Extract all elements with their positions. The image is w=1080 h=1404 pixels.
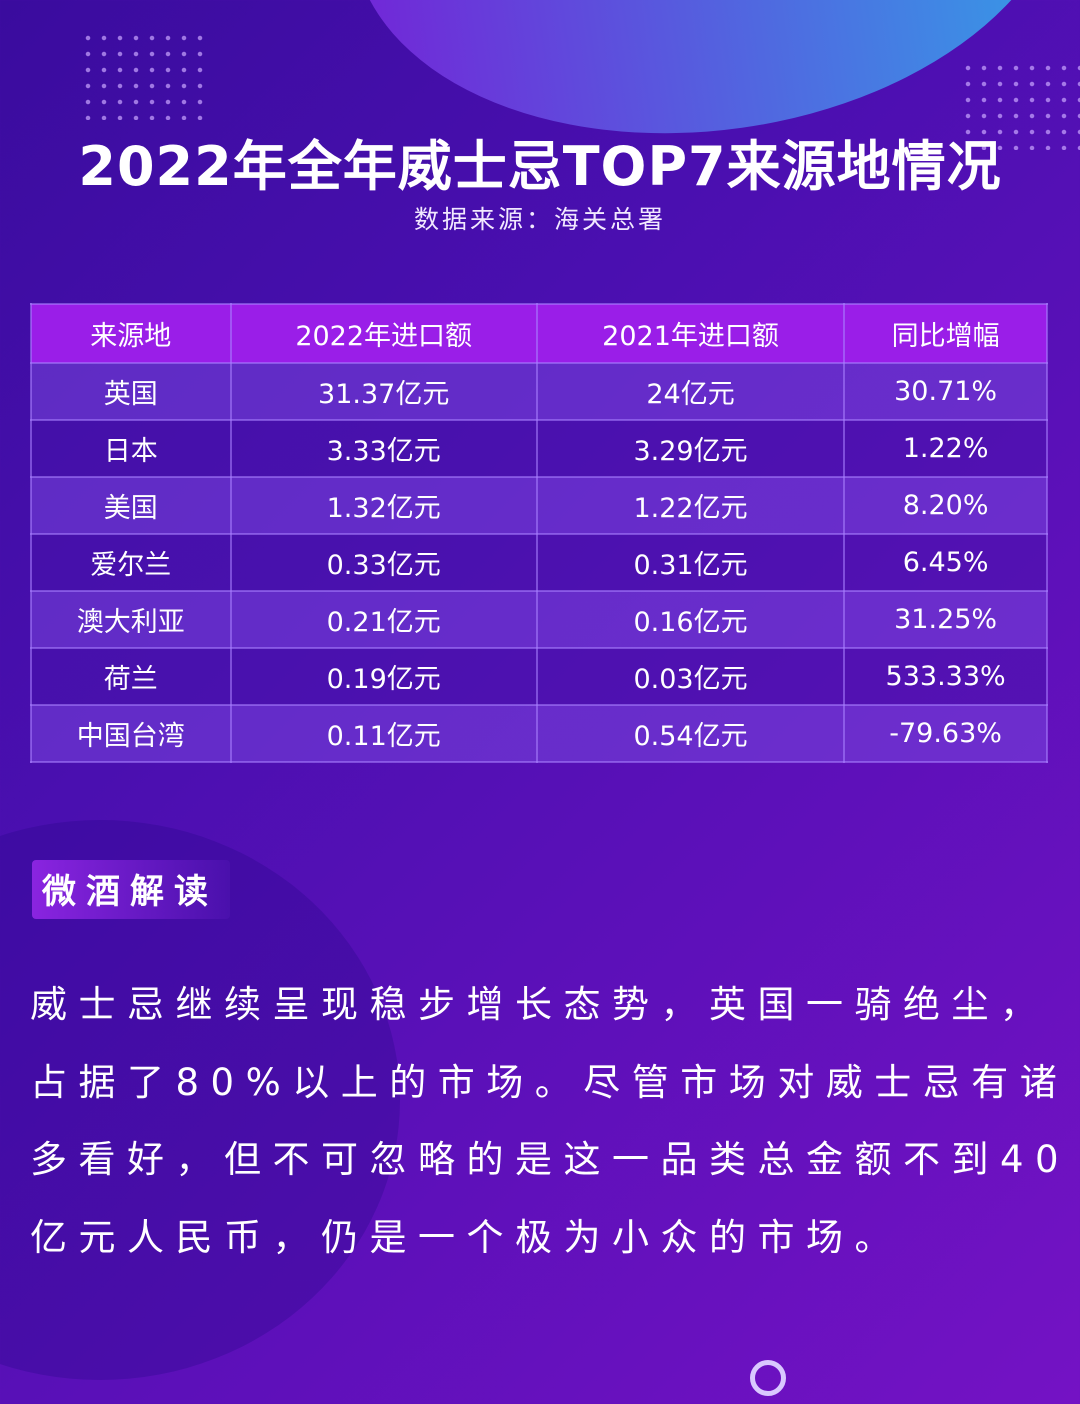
table-cell: 荷兰 (30, 647, 232, 706)
decorative-dots (960, 60, 1080, 150)
page-title: 2022年全年威士忌TOP7来源地情况 (78, 135, 1002, 198)
table-cell: 0.11亿元 (229, 704, 538, 763)
table-cell: 0.31亿元 (535, 533, 846, 592)
table-cell: 1.22% (843, 419, 1048, 478)
table-cell: 0.03亿元 (535, 647, 846, 706)
table-cell: 31.37亿元 (229, 362, 538, 421)
paragraph-line: 多看好，但不可忽略的是这一品类总金额不到40 (30, 1138, 1071, 1181)
decorative-dots (80, 30, 210, 120)
table-cell: 6.45% (843, 533, 1048, 592)
table-cell: 533.33% (843, 647, 1048, 706)
table-cell: 24亿元 (535, 362, 846, 421)
table-cell: 0.21亿元 (229, 590, 538, 649)
decorative-ring (750, 1360, 786, 1396)
table-header-row: 来源地 2022年进口额 2021年进口额 同比增幅 (30, 303, 1048, 364)
import-table: 来源地 2022年进口额 2021年进口额 同比增幅 英国 31.37亿元 24亿元 30.… (30, 303, 1048, 763)
paragraph-line: 占据了80%以上的市场。尽管市场对威士忌有诸 (30, 1060, 1069, 1104)
section-tag: 微酒解读 (32, 860, 230, 919)
table-cell: 0.16亿元 (535, 590, 846, 649)
table-row: 荷兰 0.19亿元 0.03亿元 533.33% (30, 647, 1048, 706)
table-cell: 1.32亿元 (229, 476, 538, 535)
data-source: 数据来源：海关总署 (413, 205, 666, 234)
column-header: 来源地 (30, 303, 232, 364)
table-cell: 0.33亿元 (229, 533, 538, 592)
column-header: 2021年进口额 (535, 303, 846, 364)
table-cell: 31.25% (843, 590, 1048, 649)
column-header: 同比增幅 (843, 303, 1048, 364)
table-row: 日本 3.33亿元 3.29亿元 1.22% (30, 419, 1048, 478)
table-cell: 中国台湾 (30, 704, 232, 763)
analysis-paragraph: 威士忌继续呈现稳步增长态势，英国一骑绝尘， 占据了80%以上的市场。尽管市场对威士… (30, 975, 1060, 1285)
table-row: 中国台湾 0.11亿元 0.54亿元 -79.63% (30, 704, 1048, 763)
table-cell: 0.19亿元 (229, 647, 538, 706)
table-cell: 1.22亿元 (535, 476, 846, 535)
table-cell: 8.20% (843, 476, 1048, 535)
table-row: 爱尔兰 0.33亿元 0.31亿元 6.45% (30, 533, 1048, 592)
table-row: 澳大利亚 0.21亿元 0.16亿元 31.25% (30, 590, 1048, 649)
table-cell: 日本 (30, 419, 232, 478)
table-cell: 澳大利亚 (30, 590, 232, 649)
table-cell: -79.63% (843, 704, 1048, 763)
table-cell: 3.29亿元 (535, 419, 846, 478)
table-cell: 0.54亿元 (535, 704, 846, 763)
paragraph-line: 威士忌继续呈现稳步增长态势，英国一骑绝尘， (30, 983, 1049, 1026)
table-cell: 英国 (30, 362, 232, 421)
table-cell: 美国 (30, 476, 232, 535)
table-row: 美国 1.32亿元 1.22亿元 8.20% (30, 476, 1048, 535)
paragraph-line: 亿元人民币，仍是一个极为小众的市场。 (30, 1215, 903, 1259)
table-cell: 3.33亿元 (229, 419, 538, 478)
table-cell: 30.71% (843, 362, 1048, 421)
table-row: 英国 31.37亿元 24亿元 30.71% (30, 362, 1048, 421)
table-cell: 爱尔兰 (30, 533, 232, 592)
column-header: 2022年进口额 (229, 303, 538, 364)
